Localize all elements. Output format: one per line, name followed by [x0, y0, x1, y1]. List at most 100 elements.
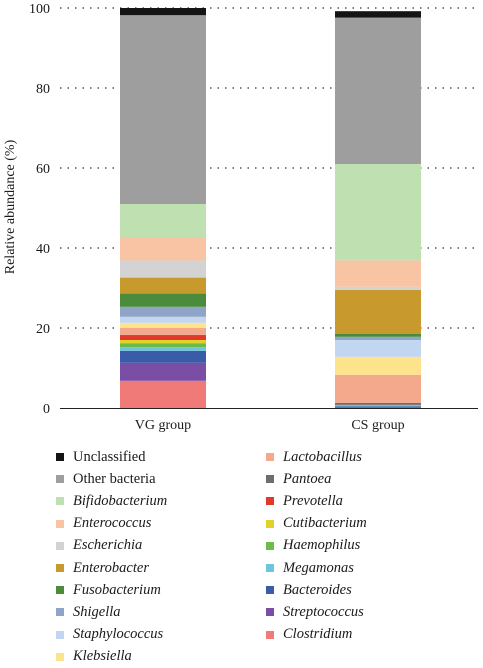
y-tick-label: 0	[43, 402, 50, 417]
bar-segment-escherichia	[335, 287, 421, 290]
bar-stack	[120, 8, 206, 408]
legend-swatch	[266, 608, 274, 616]
bar-segment-shigella	[120, 307, 206, 317]
legend-item: Pantoea	[266, 468, 367, 490]
legend-swatch	[266, 564, 274, 572]
legend-label: Shigella	[73, 604, 121, 621]
x-tick-label: CS group	[351, 418, 404, 433]
legend-item: Enterococcus	[56, 513, 167, 535]
legend-swatch	[266, 631, 274, 639]
legend-label: Fusobacterium	[73, 582, 161, 599]
legend-item: Enterobacter	[56, 557, 167, 579]
legend-item: Lactobacillus	[266, 446, 367, 468]
legend-swatch	[56, 586, 64, 594]
legend-label: Bifidobacterium	[73, 493, 167, 510]
legend-swatch	[266, 520, 274, 528]
bar-stack	[335, 11, 421, 408]
x-axis-labels: VG group CS group	[135, 418, 405, 433]
bar-segment-shigella	[335, 337, 421, 340]
x-tick-label: VG group	[135, 418, 191, 433]
y-tick-label: 80	[36, 82, 50, 97]
legend-label: Streptococcus	[283, 604, 364, 621]
bar-segment-lactobacillus	[120, 328, 206, 335]
legend-swatch	[266, 542, 274, 550]
bar-segment-prevotella	[120, 336, 206, 340]
legend-label: Clostridium	[283, 626, 352, 643]
bar-segment-bifidobacterium	[120, 204, 206, 238]
y-tick-label: 100	[29, 2, 50, 17]
bar-segment-pantoea	[335, 403, 421, 405]
bar-segment-bifidobacterium	[335, 164, 421, 260]
bar-segment-klebsiella	[335, 357, 421, 375]
legend-swatch	[56, 564, 64, 572]
bar-segment-enterobacter	[120, 278, 206, 294]
legend-label: Megamonas	[283, 560, 354, 577]
legend-swatch	[56, 453, 64, 461]
legend-swatch	[266, 497, 274, 505]
legend-label: Lactobacillus	[283, 449, 362, 466]
bar-segment-pantoea	[120, 335, 206, 336]
bar-segment-haemophilus	[120, 343, 206, 347]
legend-label: Bacteroides	[283, 582, 352, 599]
legend-label: Staphylococcus	[73, 626, 163, 643]
legend-swatch	[56, 653, 64, 661]
legend-item: Klebsiella	[56, 646, 167, 668]
legend-label: Escherichia	[73, 537, 142, 554]
legend: Unclassified Other bacteria Bifidobacteriu…	[0, 446, 483, 662]
bar-segment-cutibacterium	[120, 340, 206, 343]
legend-swatch	[56, 475, 64, 483]
legend-swatch	[56, 608, 64, 616]
bar-segment-bacteroides	[335, 406, 421, 407]
y-tick-label: 20	[36, 322, 50, 337]
bar-segment-unclassified	[335, 11, 421, 17]
legend-item: Escherichia	[56, 535, 167, 557]
bar-segment-unclassified	[120, 8, 206, 15]
legend-swatch	[266, 453, 274, 461]
bar-segment-staphylococcus	[335, 340, 421, 357]
bar-segment-other-bacteria	[120, 15, 206, 204]
legend-label: Unclassified	[73, 449, 145, 466]
y-tick-label: 60	[36, 162, 50, 177]
legend-label: Haemophilus	[283, 537, 360, 554]
legend-item: Prevotella	[266, 490, 367, 512]
legend-item: Cutibacterium	[266, 513, 367, 535]
y-axis-title: Relative abundance (%)	[3, 139, 18, 274]
bar-segment-streptococcus	[120, 363, 206, 381]
bar-segment-enterococcus	[120, 238, 206, 260]
bars	[120, 8, 421, 408]
legend-column-right: Lactobacillus Pantoea Prevotella Cutibacter…	[266, 446, 367, 646]
bar-segment-enterococcus	[335, 260, 421, 286]
legend-item: Streptococcus	[266, 601, 367, 623]
bar-segment-lactobacillus	[335, 375, 421, 403]
legend-swatch	[266, 586, 274, 594]
legend-label: Prevotella	[283, 493, 343, 510]
legend-column-left: Unclassified Other bacteria Bifidobacteriu…	[56, 446, 167, 668]
legend-item: Fusobacterium	[56, 579, 167, 601]
bar-segment-bacteroides	[120, 351, 206, 363]
bar-segment-fusobacterium	[120, 294, 206, 307]
legend-item: Other bacteria	[56, 468, 167, 490]
bar-segment-streptococcus	[335, 407, 421, 408]
legend-label: Other bacteria	[73, 471, 156, 488]
bar-segment-escherichia	[120, 260, 206, 277]
legend-item: Bacteroides	[266, 579, 367, 601]
legend-label: Cutibacterium	[283, 515, 367, 532]
y-tick-label: 40	[36, 242, 50, 257]
stacked-bar-chart: 0 20 40 60 80 100 VG group CS group Relative a…	[0, 0, 483, 445]
bar-segment-klebsiella	[120, 323, 206, 328]
legend-label: Klebsiella	[73, 648, 132, 665]
bar-segment-fusobacterium	[335, 334, 421, 337]
legend-swatch	[56, 542, 64, 550]
legend-item: Shigella	[56, 601, 167, 623]
legend-item: Haemophilus	[266, 535, 367, 557]
legend-swatch	[56, 497, 64, 505]
legend-swatch	[56, 520, 64, 528]
legend-item: Clostridium	[266, 624, 367, 646]
legend-swatch	[56, 631, 64, 639]
legend-item: Bifidobacterium	[56, 490, 167, 512]
legend-label: Enterococcus	[73, 515, 151, 532]
bar-segment-staphylococcus	[120, 317, 206, 323]
bar-segment-other-bacteria	[335, 18, 421, 164]
legend-label: Enterobacter	[73, 560, 149, 577]
bar-segment-clostridium	[120, 381, 206, 408]
